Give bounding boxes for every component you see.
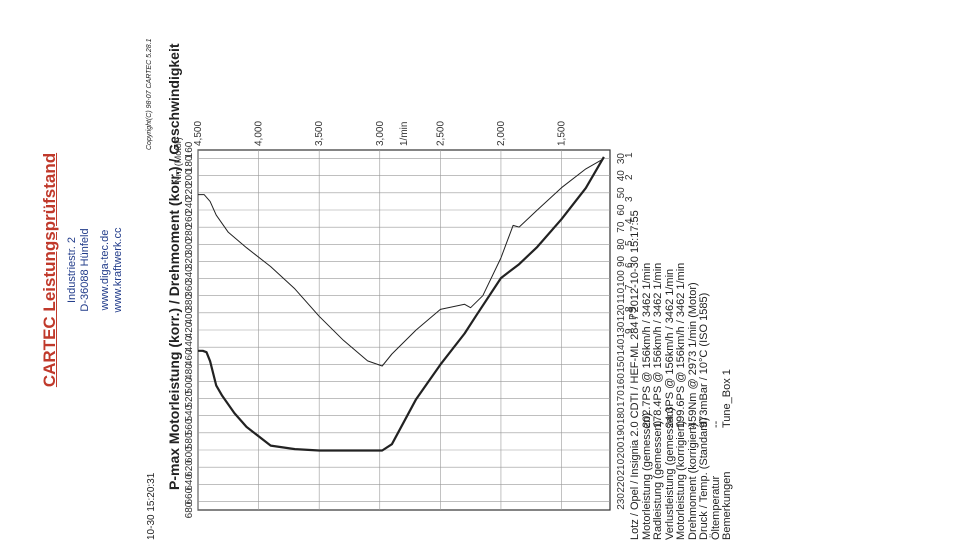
left-edge-label: 8 <box>624 306 635 312</box>
left-edge-label: 4 <box>624 218 635 224</box>
info-label: Bemerkungen <box>721 471 733 540</box>
info-row: Bemerkungen Tune_Box 1 <box>721 210 734 540</box>
left-axis-tick-label: 230 <box>616 493 627 510</box>
info-label: Druck / Temp. (Standard) <box>698 417 710 540</box>
left-edge-label: 9 <box>624 328 635 334</box>
right-axis-tick-label: 640 <box>184 474 195 491</box>
left-axis-label: PS <box>628 306 639 320</box>
right-axis-tick-label: 520 <box>184 390 195 407</box>
right-axis-tick-label: 380 <box>184 294 195 311</box>
right-axis-tick-label: 480 <box>184 363 195 380</box>
info-value: 178.4PS @ 156km/h / 3462 1/min <box>652 262 664 428</box>
x-axis-label: 1/min <box>399 122 410 146</box>
chart-grid <box>197 149 611 511</box>
info-label: Motorleistung (korrigiert) <box>675 420 687 540</box>
info-label: Radleistung (gemessen) <box>652 420 664 540</box>
right-axis-tick-label: 200 <box>184 169 195 186</box>
left-axis-tick-label: 160 <box>616 373 627 390</box>
right-axis-tick-label: 680 <box>184 501 195 518</box>
info-value: 199.6PS @ 156km/h / 3462 1/min <box>675 262 687 428</box>
left-axis-tick-label: 120 <box>616 304 627 321</box>
info-row: Motorleistung (korrigiert) 199.6PS @ 156k… <box>675 210 688 540</box>
right-axis-tick-label: 420 <box>184 321 195 338</box>
rpm-tick-label: 3,500 <box>314 121 325 146</box>
left-axis-tick-label: 30 <box>616 153 627 165</box>
left-axis-tick-label: 70 <box>616 221 627 233</box>
right-axis-tick-label: 660 <box>184 487 195 504</box>
left-edge-label: 1 <box>624 152 635 158</box>
right-axis-tick-label: 440 <box>184 335 195 352</box>
chart-ticks: 2302202102001901801701601501401301201101… <box>173 121 639 519</box>
left-axis-tick-label: 220 <box>616 476 627 493</box>
left-axis-tick-label: 190 <box>616 424 627 441</box>
right-axis-tick-label: 560 <box>184 418 195 435</box>
left-edge-label: 2 <box>624 174 635 180</box>
left-axis-tick-label: 50 <box>616 187 627 199</box>
rpm-tick-label: 4,000 <box>254 121 265 146</box>
left-axis-tick-label: 80 <box>616 238 627 250</box>
right-axis-tick-label: 320 <box>184 252 195 269</box>
left-axis-tick-label: 140 <box>616 338 627 355</box>
right-axis-tick-label: 180 <box>184 155 195 172</box>
right-axis-tick-label: 240 <box>184 197 195 214</box>
rpm-tick-label: 2,000 <box>496 121 507 146</box>
right-axis-tick-label: 460 <box>184 349 195 366</box>
left-edge-label: 3 <box>624 196 635 202</box>
right-axis-tick-label: 280 <box>184 224 195 241</box>
left-axis-tick-label: 40 <box>616 170 627 182</box>
right-axis-tick-label: 300 <box>184 238 195 255</box>
left-axis-tick-label: 180 <box>616 407 627 424</box>
left-axis-tick-label: 130 <box>616 321 627 338</box>
info-row: Druck / Temp. (Standard) 973mBar / 10°C (… <box>698 210 711 540</box>
info-row: Lotz / Opel / Insignia 2.0 CDTI / HEF-ML… <box>629 210 642 540</box>
left-axis-tick-label: 60 <box>616 204 627 216</box>
left-axis-tick-label: 100 <box>616 270 627 287</box>
right-axis-tick-label: 260 <box>184 210 195 227</box>
info-value: Lotz / Opel / Insignia 2.0 CDTI / HEF-ML… <box>629 210 641 540</box>
right-axis-tick-label: 160 <box>184 141 195 158</box>
left-axis-tick-label: 90 <box>616 255 627 267</box>
right-axis-tick-label: 540 <box>184 404 195 421</box>
chart-lines <box>198 156 605 452</box>
right-axis-tick-label: 360 <box>184 280 195 297</box>
rpm-tick-label: 1,500 <box>557 121 568 146</box>
left-axis-tick-label: 170 <box>616 390 627 407</box>
power-curve <box>198 158 605 367</box>
right-axis-tick-label: 340 <box>184 266 195 283</box>
left-edge-label: 5 <box>624 240 635 246</box>
left-edge-label: 6 <box>624 262 635 268</box>
right-axis-tick-label: 220 <box>184 183 195 200</box>
right-axis-label: Nm (Motor) <box>173 137 183 183</box>
info-value: 973mBar / 10°C (ISO 1585) <box>698 292 710 428</box>
right-axis-tick-label: 500 <box>184 377 195 394</box>
right-axis-tick-label: 600 <box>184 446 195 463</box>
rpm-tick-label: 2,500 <box>435 121 446 146</box>
right-axis-tick-label: 400 <box>184 307 195 324</box>
left-edge-label: 7 <box>624 284 635 290</box>
chart: 2302202102001901801701601501401301201101… <box>173 121 639 519</box>
left-axis-tick-label: 150 <box>616 356 627 373</box>
right-axis-tick-label: 580 <box>184 432 195 449</box>
info-row: Radleistung (gemessen) 178.4PS @ 156km/h … <box>652 210 665 540</box>
left-axis-tick-label: 110 <box>616 287 627 303</box>
rpm-tick-label: 3,000 <box>375 121 386 146</box>
left-axis-tick-label: 210 <box>616 458 627 475</box>
info-value: Tune_Box 1 <box>721 369 733 428</box>
run-info: Lotz / Opel / Insignia 2.0 CDTI / HEF-ML… <box>629 210 734 540</box>
left-axis-tick-label: 200 <box>616 441 627 458</box>
rpm-tick-label: 4,500 <box>193 121 204 146</box>
torque-curve <box>198 156 605 452</box>
right-axis-tick-label: 620 <box>184 460 195 477</box>
